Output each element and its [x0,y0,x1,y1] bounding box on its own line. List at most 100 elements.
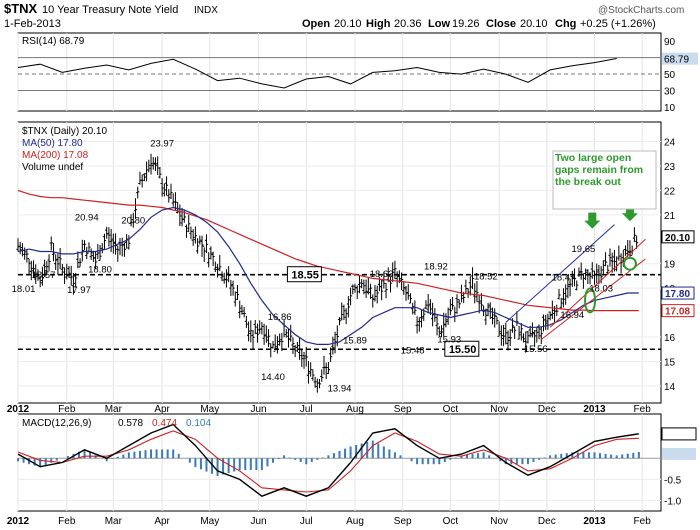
macd-histogram-bar [283,455,286,459]
macd-histogram-bar [299,458,302,462]
x-tick-label: Mar [105,404,123,415]
price-value-label: 20.80 [121,216,145,227]
x-tick-label: Nov [490,404,508,415]
rsi-tick-label: 50 [664,70,676,81]
rsi-panel [17,32,662,112]
x-tick-label: 2012 [7,404,30,415]
macd-histogram-bar [17,458,19,462]
price-legend: $TNX (Daily) 20.10 MA(50) 17.80 MA(200) … [22,126,107,173]
macd-histogram-bar [105,458,108,462]
x-tick-label: Dec [538,516,556,527]
price-value-label: 14.40 [261,372,285,383]
macd-histogram-bar [621,454,624,459]
trend-line-upper [549,238,646,328]
macd-histogram-bar [94,455,97,459]
x-tick-label: Dec [538,404,556,415]
macd-legend-macd: 0.578 [118,418,143,429]
price-tick-label: 21 [664,211,676,222]
price-value-label: 20.94 [75,212,99,223]
macd-histogram-bar [199,458,202,470]
macd-histogram-bar [211,458,214,474]
macd-histogram-bar [632,452,635,459]
macd-histogram-bar [637,452,640,459]
macd-histogram-bar [427,458,430,465]
macd-histogram-bar [66,456,69,459]
macd-histogram-bar [55,458,58,461]
macd-histogram-bar [393,452,396,459]
price-value-label: 23.97 [150,138,174,149]
macd-legend: MACD(12,26,9) 0.578 0.474 0.104 [22,418,211,429]
macd-histogram-bar [277,458,280,460]
macd-histogram-bar [399,455,402,459]
price-tick-label: 14 [664,382,676,393]
macd-histogram-bar [316,458,319,460]
ma200-legend: MA(200) 17.08 [22,150,89,161]
annotation-note: Two large open gaps remain from the brea… [552,150,657,210]
macd-histogram-bar [144,450,147,459]
macd-histogram-bar [83,449,86,459]
macd-histogram-bar [615,455,618,459]
macd-histogram-bar [161,449,164,459]
macd-histogram-bar [554,454,557,459]
macd-tick-label: -0.5 [664,475,682,486]
macd-histogram-bar [127,452,130,459]
macd-histogram-bar [538,458,541,460]
macd-histogram-bar [177,453,180,459]
price-value-label: 17.97 [67,285,91,296]
macd-histogram-bar [288,457,291,459]
macd-histogram-bar [465,454,468,459]
price-value-label: 18.01 [12,284,36,295]
x-tick-label: Feb [634,516,652,527]
macd-histogram-bar [355,444,358,459]
price-value-label: 15.89 [343,336,367,347]
macd-histogram-bar [111,458,114,460]
macd-line [17,423,639,497]
gap-arrow-icon [584,212,601,229]
macd-histogram-bar [39,458,42,468]
ma50-line [17,206,639,345]
price-tick-label: 16 [664,333,676,344]
macd-histogram-bar [150,449,153,459]
price-legend-text: $TNX (Daily) 20.10 [22,126,107,137]
x-tick-label: Sep [394,516,412,527]
macd-histogram-bar [50,458,53,463]
macd-histogram-bar [332,453,335,459]
ma50-last-label-badge [661,286,695,300]
x-tick-label: Sep [394,404,412,415]
macd-histogram-bar [477,453,480,459]
volume-legend: Volume undef [22,162,83,173]
macd-histogram-bar [366,442,369,459]
x-tick-label: 2013 [583,404,606,415]
price-value-label: 15.56 [524,344,548,355]
macd-histogram-bar [587,452,590,459]
macd-histogram-bar [416,458,419,465]
x-tick-label: Feb [634,404,652,415]
macd-histogram-bar [482,452,485,459]
rsi-tick-label: 30 [664,86,676,97]
low-label: Low [428,18,450,30]
support-label: 15.50 [449,344,477,356]
macd-histogram-bar [244,458,247,471]
macd-histogram-bar [44,458,47,465]
x-tick-label: Oct [443,404,459,415]
price-value-label: 18.92 [424,262,448,273]
price-tick-label: 22 [664,186,676,197]
macd-histogram-bar [460,455,463,459]
macd-histogram-bar [593,452,596,459]
watermark: @StockCharts.com [598,5,684,16]
exchange-label: INDX [194,5,218,16]
rsi-legend: RSI(14) 68.79 [22,36,85,47]
macd-histogram-bar [377,443,380,459]
x-tick-label: Jul [300,516,313,527]
rsi-last-value: 68.79 [664,55,689,66]
price-tick-label: 24 [664,138,676,149]
macd-histogram-bar [382,446,385,459]
rsi-tick-label: 10 [664,103,676,114]
close-value: 20.10 [520,18,548,30]
macd-histogram-bar [138,450,141,459]
macd-legend-hist: 0.104 [186,418,211,429]
x-tick-label: May [200,516,219,527]
macd-histogram-bar [28,458,31,465]
macd-histogram-bar [421,458,424,465]
